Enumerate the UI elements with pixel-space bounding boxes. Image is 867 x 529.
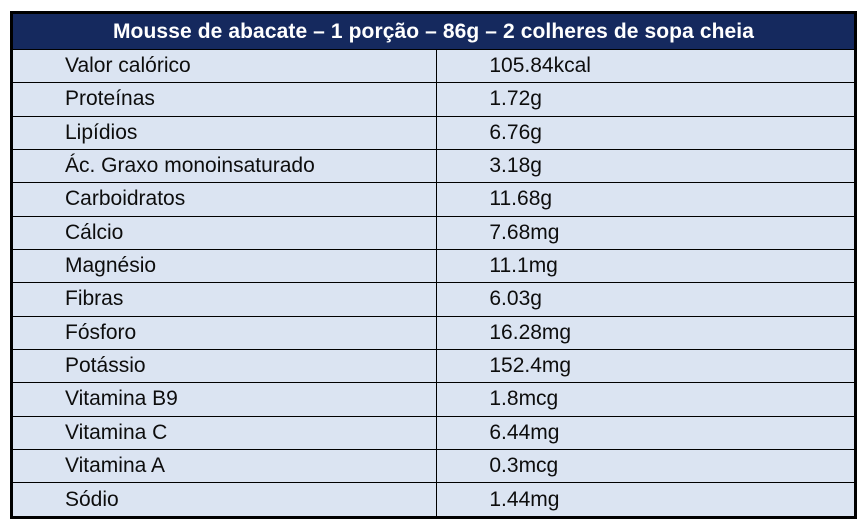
- nutrient-name: Valor calórico: [9, 48, 438, 84]
- nutrient-value: 6.76g: [436, 115, 857, 150]
- nutrient-name: Ác. Graxo monoinsaturado: [9, 148, 438, 184]
- nutrient-value: 11.1mg: [436, 248, 857, 284]
- table-row: Valor calórico 105.84kcal: [9, 48, 857, 84]
- nutrient-name: Vitamina B9: [9, 382, 438, 417]
- nutrient-name: Magnésio: [9, 248, 438, 284]
- nutrient-name: Fibras: [9, 282, 438, 317]
- table-row: Potássio 152.4mg: [9, 348, 857, 384]
- table-body: Valor calórico 105.84kcal Proteínas 1.72…: [9, 48, 857, 519]
- table-row: Ác. Graxo monoinsaturado 3.18g: [9, 148, 857, 184]
- nutrient-value: 3.18g: [436, 148, 857, 184]
- nutrient-name: Cálcio: [9, 215, 438, 250]
- nutrient-value: 152.4mg: [436, 348, 857, 384]
- table-row: Fibras 6.03g: [9, 282, 857, 317]
- nutrient-name: Vitamina C: [9, 415, 438, 450]
- nutrient-name: Carboidratos: [9, 182, 438, 217]
- nutrient-value: 11.68g: [436, 182, 857, 217]
- nutrition-table: Mousse de abacate – 1 porção – 86g – 2 c…: [9, 11, 857, 519]
- nutrient-value: 16.28mg: [436, 315, 857, 350]
- table-row: Vitamina A 0.3mcg: [9, 448, 857, 484]
- nutrient-name: Lipídios: [9, 115, 438, 150]
- table-header-row: Mousse de abacate – 1 porção – 86g – 2 c…: [10, 11, 857, 50]
- table-row: Fósforo 16.28mg: [9, 315, 857, 350]
- nutrient-value: 0.3mcg: [436, 448, 857, 484]
- table-row: Vitamina B9 1.8mcg: [9, 382, 857, 417]
- nutrient-name: Potássio: [9, 348, 438, 384]
- nutrient-value: 6.44mg: [436, 415, 857, 450]
- nutrient-value: 1.72g: [436, 82, 857, 117]
- nutrient-value: 105.84kcal: [436, 48, 857, 84]
- table-row: Carboidratos 11.68g: [9, 182, 857, 217]
- nutrient-value: 6.03g: [436, 282, 857, 317]
- nutrient-value: 1.44mg: [436, 482, 857, 519]
- table-row: Cálcio 7.68mg: [9, 215, 857, 250]
- nutrient-name: Sódio: [9, 482, 438, 519]
- nutrient-value: 7.68mg: [436, 215, 857, 250]
- table-title: Mousse de abacate – 1 porção – 86g – 2 c…: [10, 11, 857, 50]
- table-row: Vitamina C 6.44mg: [9, 415, 857, 450]
- nutrient-name: Vitamina A: [9, 448, 438, 484]
- nutrient-value: 1.8mcg: [436, 382, 857, 417]
- nutrient-name: Proteínas: [9, 82, 438, 117]
- table-row: Proteínas 1.72g: [9, 82, 857, 117]
- nutrient-name: Fósforo: [9, 315, 438, 350]
- table-row: Magnésio 11.1mg: [9, 248, 857, 284]
- table-row: Lipídios 6.76g: [9, 115, 857, 150]
- table-row: Sódio 1.44mg: [9, 482, 857, 519]
